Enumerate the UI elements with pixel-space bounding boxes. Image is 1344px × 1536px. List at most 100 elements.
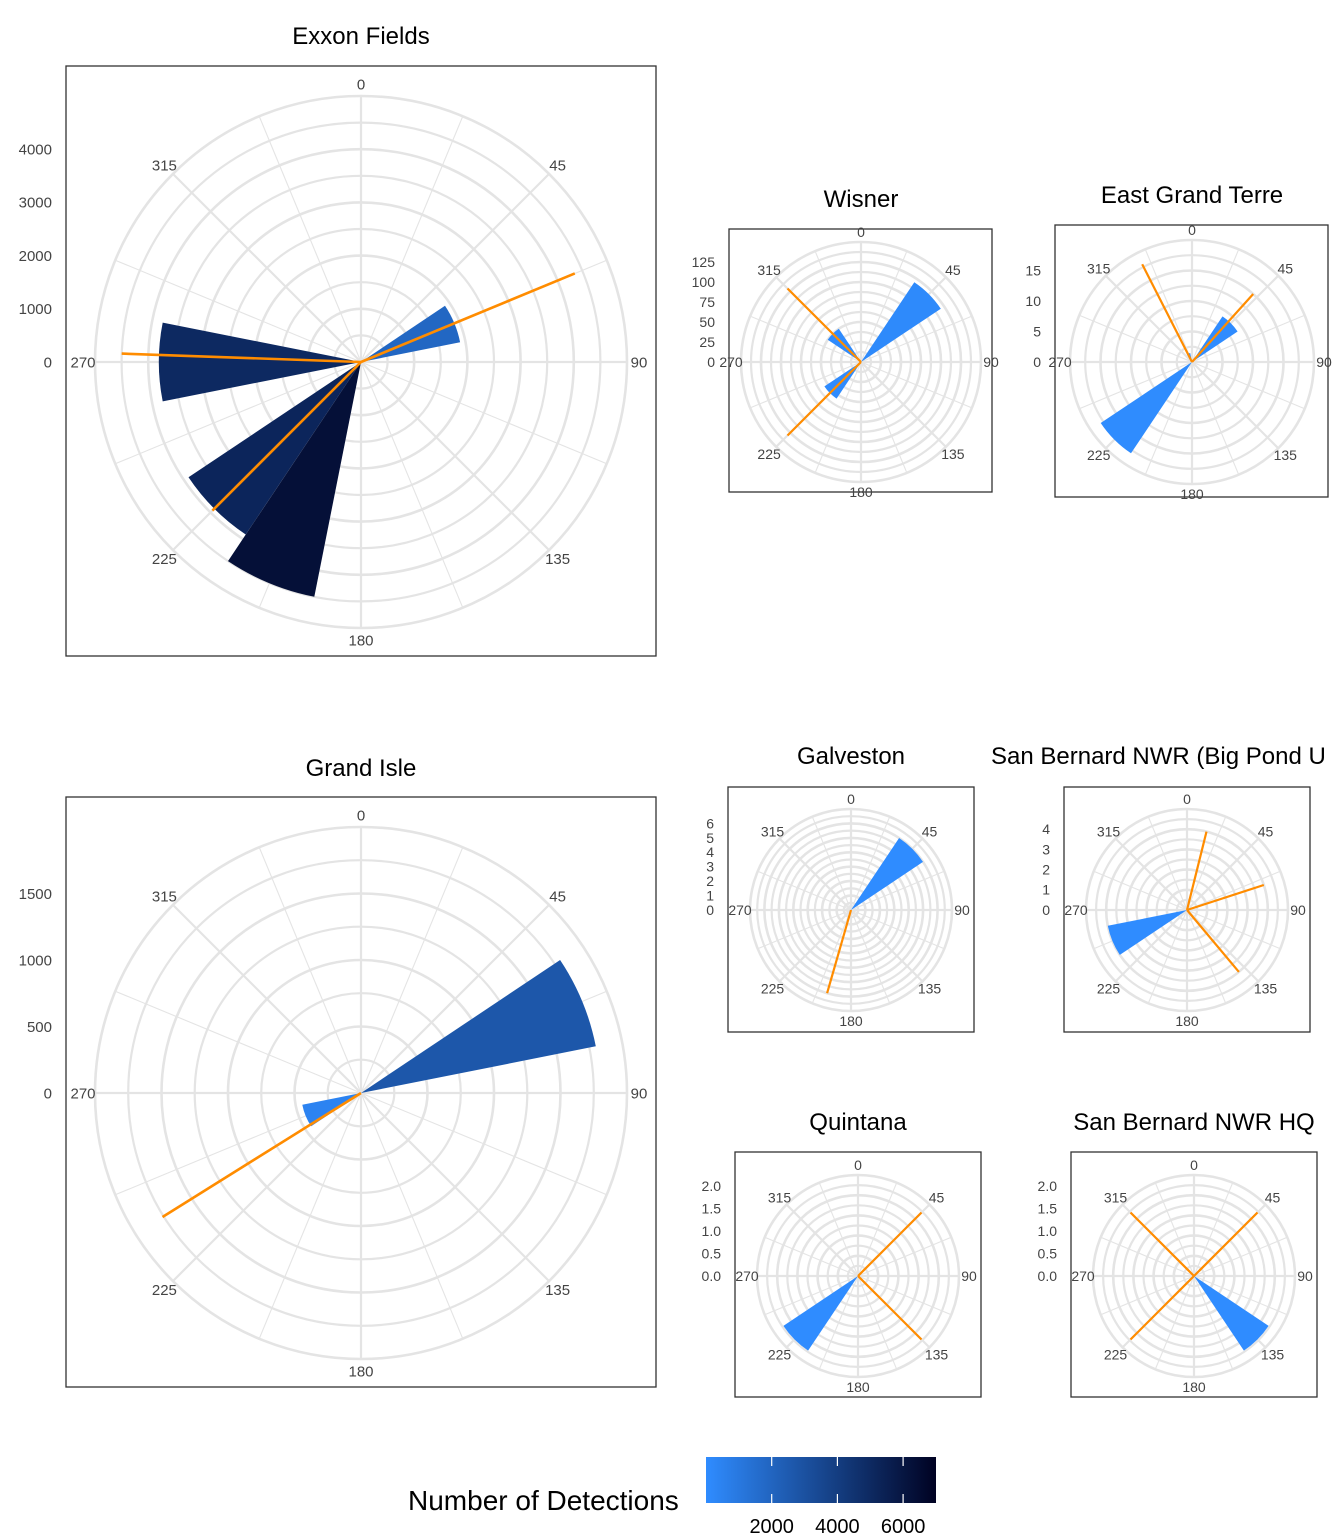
grid-circle bbox=[120, 121, 602, 603]
mean-direction-line bbox=[1141, 263, 1193, 363]
grid-circle bbox=[839, 340, 883, 384]
grid-circle bbox=[756, 815, 946, 1005]
direction-bar bbox=[228, 362, 361, 597]
direction-tick-label: 90 bbox=[1297, 1268, 1313, 1284]
grid-circle bbox=[93, 825, 629, 1361]
direction-bar bbox=[1100, 362, 1192, 454]
direction-tick-label: 225 bbox=[1087, 447, 1111, 463]
radial-tick-label: 0 bbox=[44, 354, 52, 371]
radial-tick-label: 3 bbox=[1042, 841, 1050, 857]
grid-circle bbox=[1101, 1183, 1286, 1368]
grid-circle bbox=[759, 260, 963, 464]
grid-circle bbox=[799, 858, 903, 962]
grid-circle bbox=[1084, 254, 1300, 470]
radial-tick-label: 5 bbox=[706, 830, 714, 846]
grid-circle bbox=[260, 992, 462, 1194]
direction-tick-label: 225 bbox=[152, 1282, 177, 1299]
mean-direction-line bbox=[857, 1275, 923, 1341]
grid-circle bbox=[835, 894, 867, 926]
direction-tick-label: 45 bbox=[1258, 823, 1274, 839]
radial-tick-label: 0 bbox=[707, 354, 715, 370]
mean-direction-line bbox=[161, 1091, 362, 1219]
panel-title: Grand Isle bbox=[306, 755, 417, 782]
plot-frame bbox=[65, 65, 657, 657]
direction-tick-label: 0 bbox=[1188, 222, 1196, 238]
direction-tick-label: 0 bbox=[1190, 1157, 1198, 1173]
direction-tick-label: 315 bbox=[1087, 261, 1111, 277]
radial-tick-label: 125 bbox=[692, 254, 716, 270]
grid-circle bbox=[846, 1264, 870, 1288]
direction-tick-label: 180 bbox=[849, 484, 873, 500]
grid-circle bbox=[806, 1224, 910, 1328]
grid-circle bbox=[160, 892, 562, 1294]
panel-grand-isle: Grand Isle 0 45 90 135 180 225 270 315 0 500 1000 1… bbox=[19, 755, 657, 1388]
grid-circle bbox=[809, 310, 913, 414]
mean-direction-line bbox=[121, 352, 362, 364]
mean-direction-line bbox=[857, 1211, 923, 1277]
grid-circle bbox=[763, 822, 939, 998]
direction-bar bbox=[851, 838, 923, 910]
grid-circle bbox=[799, 300, 923, 424]
panel-exxon-fields: Exxon Fields 0 45 90 135 180 225 270 315 0 1000 20… bbox=[19, 23, 657, 657]
grid-circle bbox=[755, 1173, 961, 1379]
direction-bar bbox=[1107, 910, 1187, 955]
grid-circle bbox=[1142, 1224, 1246, 1328]
radial-tick-label: 2 bbox=[1042, 862, 1050, 878]
panel-title: Quintana bbox=[809, 1109, 907, 1136]
legend-colorbar bbox=[706, 1457, 936, 1503]
grid-circle bbox=[819, 320, 903, 404]
direction-tick-label: 45 bbox=[929, 1189, 945, 1205]
grid-circle bbox=[1084, 807, 1290, 1013]
grid-circle bbox=[836, 1254, 880, 1298]
grid-circle bbox=[1115, 838, 1259, 982]
direction-tick-label: 180 bbox=[839, 1013, 863, 1029]
panel-title: Galveston bbox=[797, 743, 905, 770]
direction-bar bbox=[361, 305, 461, 362]
direction-tick-label: 225 bbox=[768, 1346, 792, 1362]
grid-circle bbox=[1091, 1173, 1297, 1379]
direction-tick-label: 45 bbox=[549, 158, 566, 175]
grid-circle bbox=[789, 290, 933, 434]
direction-tick-label: 45 bbox=[1265, 1189, 1281, 1205]
plot-frame bbox=[1063, 786, 1311, 1033]
direction-tick-label: 180 bbox=[1175, 1013, 1199, 1029]
direction-tick-label: 90 bbox=[1290, 902, 1306, 918]
direction-tick-label: 135 bbox=[1261, 1346, 1285, 1362]
plot-frame bbox=[65, 796, 657, 1388]
direction-tick-label: 270 bbox=[1071, 1268, 1095, 1284]
legend-title: Number of Detections bbox=[408, 1485, 679, 1516]
panel-san-bernard-hq: San Bernard NWR HQ 0 45 90 135 180 225 270 315 0… bbox=[1038, 1109, 1318, 1398]
direction-tick-label: 180 bbox=[1180, 486, 1204, 502]
mean-direction-line bbox=[1129, 1275, 1195, 1341]
panel-title: East Grand Terre bbox=[1101, 182, 1283, 209]
direction-tick-label: 90 bbox=[631, 354, 648, 371]
grid-circle bbox=[770, 829, 932, 991]
radial-tick-label: 0.0 bbox=[1038, 1268, 1058, 1284]
direction-tick-label: 135 bbox=[1254, 980, 1278, 996]
grid-circle bbox=[739, 240, 983, 484]
direction-tick-label: 0 bbox=[847, 791, 855, 807]
plot-frame bbox=[1054, 224, 1329, 498]
panel-quintana: Quintana 0 45 90 135 180 225 270 315 0.0 0.5 1.0 1.… bbox=[702, 1109, 982, 1398]
grid-circle bbox=[127, 859, 595, 1327]
radial-tick-label: 25 bbox=[699, 334, 715, 350]
panel-wisner: Wisner 0 45 90 135 180 225 270 315 0 25 50 75 100 125 bbox=[692, 186, 999, 500]
legend-tick-label: 2000 bbox=[749, 1516, 794, 1536]
panel-title: San Bernard NWR (Big Pond U bbox=[991, 743, 1326, 770]
radial-tick-label: 15 bbox=[1025, 262, 1041, 278]
grid-circle bbox=[1162, 1244, 1226, 1308]
direction-tick-label: 135 bbox=[918, 980, 942, 996]
radial-tick-label: 0.5 bbox=[1038, 1246, 1058, 1262]
grid-circle bbox=[775, 1193, 941, 1359]
direction-tick-label: 315 bbox=[152, 889, 177, 906]
radial-tick-label: 1 bbox=[1042, 882, 1050, 898]
radial-tick-label: 0.0 bbox=[702, 1268, 722, 1284]
grid-circle bbox=[777, 836, 925, 984]
radial-tick-label: 1000 bbox=[19, 952, 52, 969]
grid-circle bbox=[828, 887, 874, 933]
direction-tick-label: 0 bbox=[1183, 791, 1191, 807]
grid-circle bbox=[1104, 827, 1270, 993]
radial-tick-label: 10 bbox=[1025, 293, 1041, 309]
mean-direction-line bbox=[1185, 831, 1208, 911]
mean-direction-line bbox=[1129, 1211, 1195, 1277]
